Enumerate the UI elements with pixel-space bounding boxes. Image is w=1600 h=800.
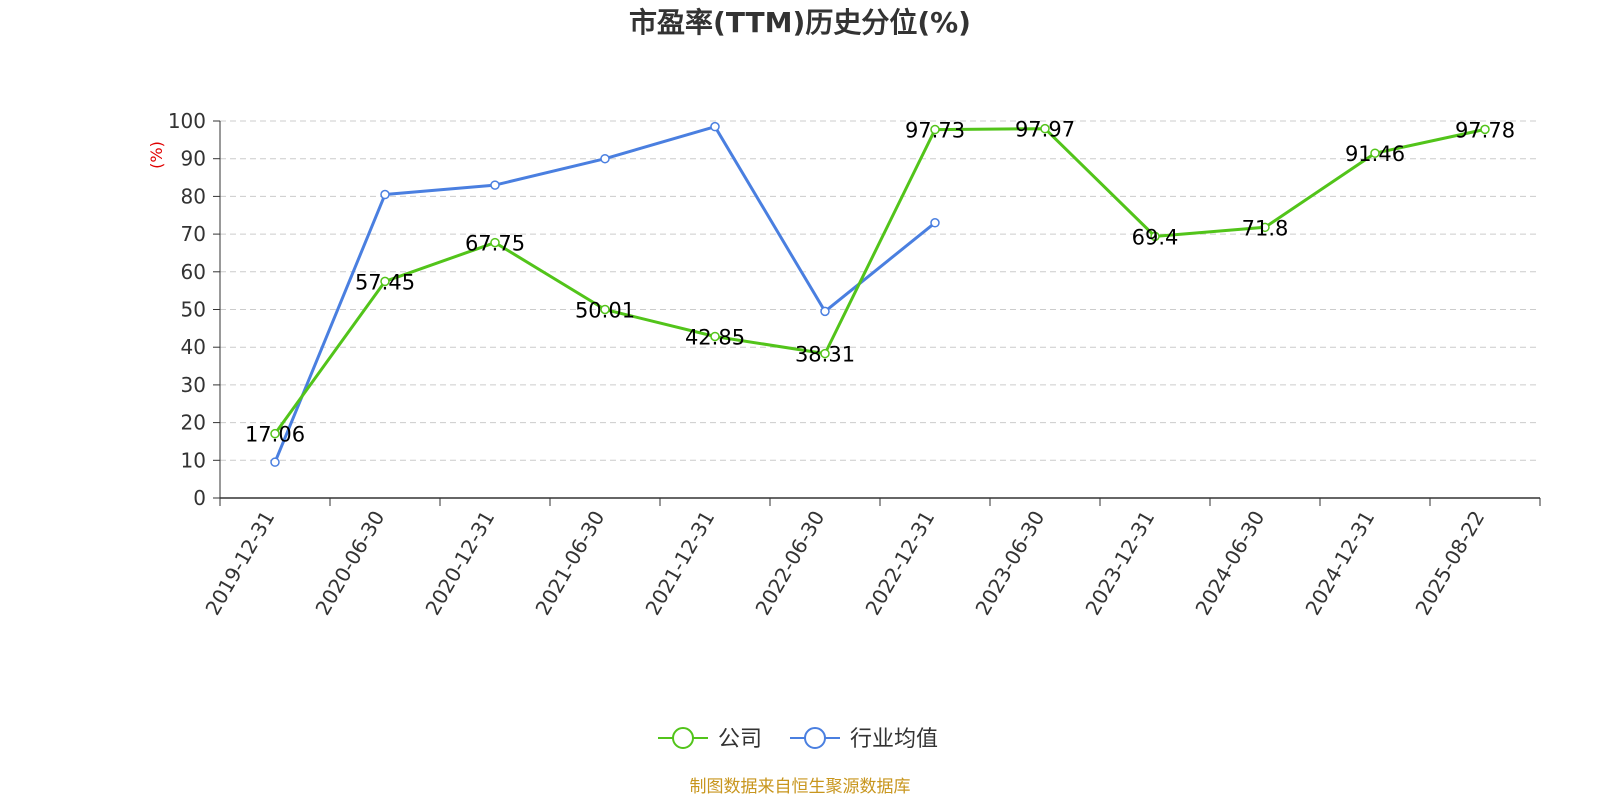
y-tick-label-30: 30: [181, 373, 206, 397]
data-label-2023-12-31: 69.4: [1132, 225, 1179, 249]
legend-company-label: 公司: [718, 727, 762, 752]
chart-title: 市盈率(TTM)历史分位(%): [629, 6, 971, 39]
point-2022-12-31: [930, 218, 940, 228]
series-layer: [270, 121, 1490, 467]
legend-industry-average-marker: [804, 727, 826, 749]
series-line: [273, 127, 1486, 435]
x-tick-label-2021-12-31: 2021-12-31: [640, 507, 719, 620]
x-tick-label-2022-06-30: 2022-06-30: [750, 507, 829, 620]
legend-item-company[interactable]: 公司: [658, 727, 762, 752]
data-label-2021-12-31: 42.85: [685, 325, 745, 349]
point-2021-12-31: [710, 121, 720, 132]
y-axis-label: (%): [147, 141, 166, 169]
data-label-2025-08-22: 97.78: [1455, 118, 1515, 142]
y-tick-label-50: 50: [181, 298, 206, 322]
point-2021-12-31: [710, 331, 720, 342]
y-tick-label-70: 70: [181, 222, 206, 246]
data-label-2024-06-30: 71.8: [1242, 216, 1289, 240]
data-label-2023-06-30: 97.97: [1015, 118, 1075, 142]
point-2019-12-31: [270, 457, 280, 467]
y-tick-label-100: 100: [168, 109, 206, 133]
legend-company-marker: [672, 727, 694, 749]
y-tick-label-20: 20: [181, 411, 206, 435]
point-2024-06-30: [1260, 222, 1270, 233]
x-tick-label-2020-06-30: 2020-06-30: [310, 507, 389, 620]
data-label-2022-12-31: 97.73: [905, 119, 965, 143]
point-2022-12-31: [930, 124, 940, 135]
series-industry-average: [270, 121, 940, 467]
legend-item-industry-average[interactable]: 行业均值: [790, 727, 938, 752]
legend: 公司 行业均值: [658, 727, 938, 752]
point-2020-12-31: [490, 180, 500, 190]
x-tick-label-2019-12-31: 2019-12-31: [200, 507, 279, 620]
y-tick-label-40: 40: [181, 335, 206, 359]
point-2020-06-30: [380, 276, 390, 287]
x-tick-label-2023-06-30: 2023-06-30: [970, 507, 1049, 620]
legend-industry-average-label: 行业均值: [850, 727, 938, 752]
point-2019-12-31: [270, 428, 280, 439]
x-tick-label-2023-12-31: 2023-12-31: [1080, 507, 1159, 620]
point-2022-06-30: [820, 306, 830, 317]
source-note: 制图数据来自恒生聚源数据库: [690, 777, 911, 797]
data-label-2024-12-31: 91.46: [1345, 142, 1405, 166]
x-tick-label-2022-12-31: 2022-12-31: [860, 507, 939, 620]
y-tick-label-80: 80: [181, 184, 206, 208]
point-2022-06-30: [820, 348, 830, 359]
x-tick-label-2025-08-22: 2025-08-22: [1410, 507, 1489, 620]
x-tick-label-2024-06-30: 2024-06-30: [1190, 507, 1269, 620]
data-labels: 17.06 57.45 67.75 50.01 42.85 38.31 97.73 97.97…: [245, 118, 1515, 447]
y-axis-ticks: 0 10 20 30 40 50 60 70 80 90 100: [168, 109, 220, 510]
data-label-2020-12-31: 67.75: [465, 232, 525, 256]
data-label-2021-06-30: 50.01: [575, 298, 635, 322]
data-label-2020-06-30: 57.45: [355, 270, 415, 294]
point-2023-12-31: [1150, 231, 1160, 242]
point-2023-06-30: [1040, 123, 1050, 134]
x-axis-ticks: 2019-12-31 2020-06-30 2020-12-31 2021-06-30…: [200, 498, 1541, 620]
point-2021-06-30: [600, 304, 610, 315]
point-2020-06-30: [380, 189, 390, 200]
x-tick-label-2021-06-30: 2021-06-30: [530, 507, 609, 620]
point-2024-12-31: [1370, 148, 1380, 158]
y-tick-label-0: 0: [193, 486, 206, 510]
grid: [220, 120, 1540, 461]
y-tick-label-60: 60: [181, 260, 206, 284]
data-label-2022-06-30: 38.31: [795, 343, 855, 367]
x-tick-label-2024-12-31: 2024-12-31: [1300, 507, 1379, 620]
y-tick-label-10: 10: [181, 448, 206, 472]
series-company: [270, 123, 1490, 439]
point-2020-12-31: [490, 237, 500, 248]
point-2025-08-22: [1480, 124, 1490, 135]
data-label-2019-12-31: 17.06: [245, 423, 305, 447]
x-tick-label-2020-12-31: 2020-12-31: [420, 507, 499, 620]
y-tick-label-90: 90: [181, 147, 206, 171]
point-2021-06-30: [600, 153, 610, 164]
